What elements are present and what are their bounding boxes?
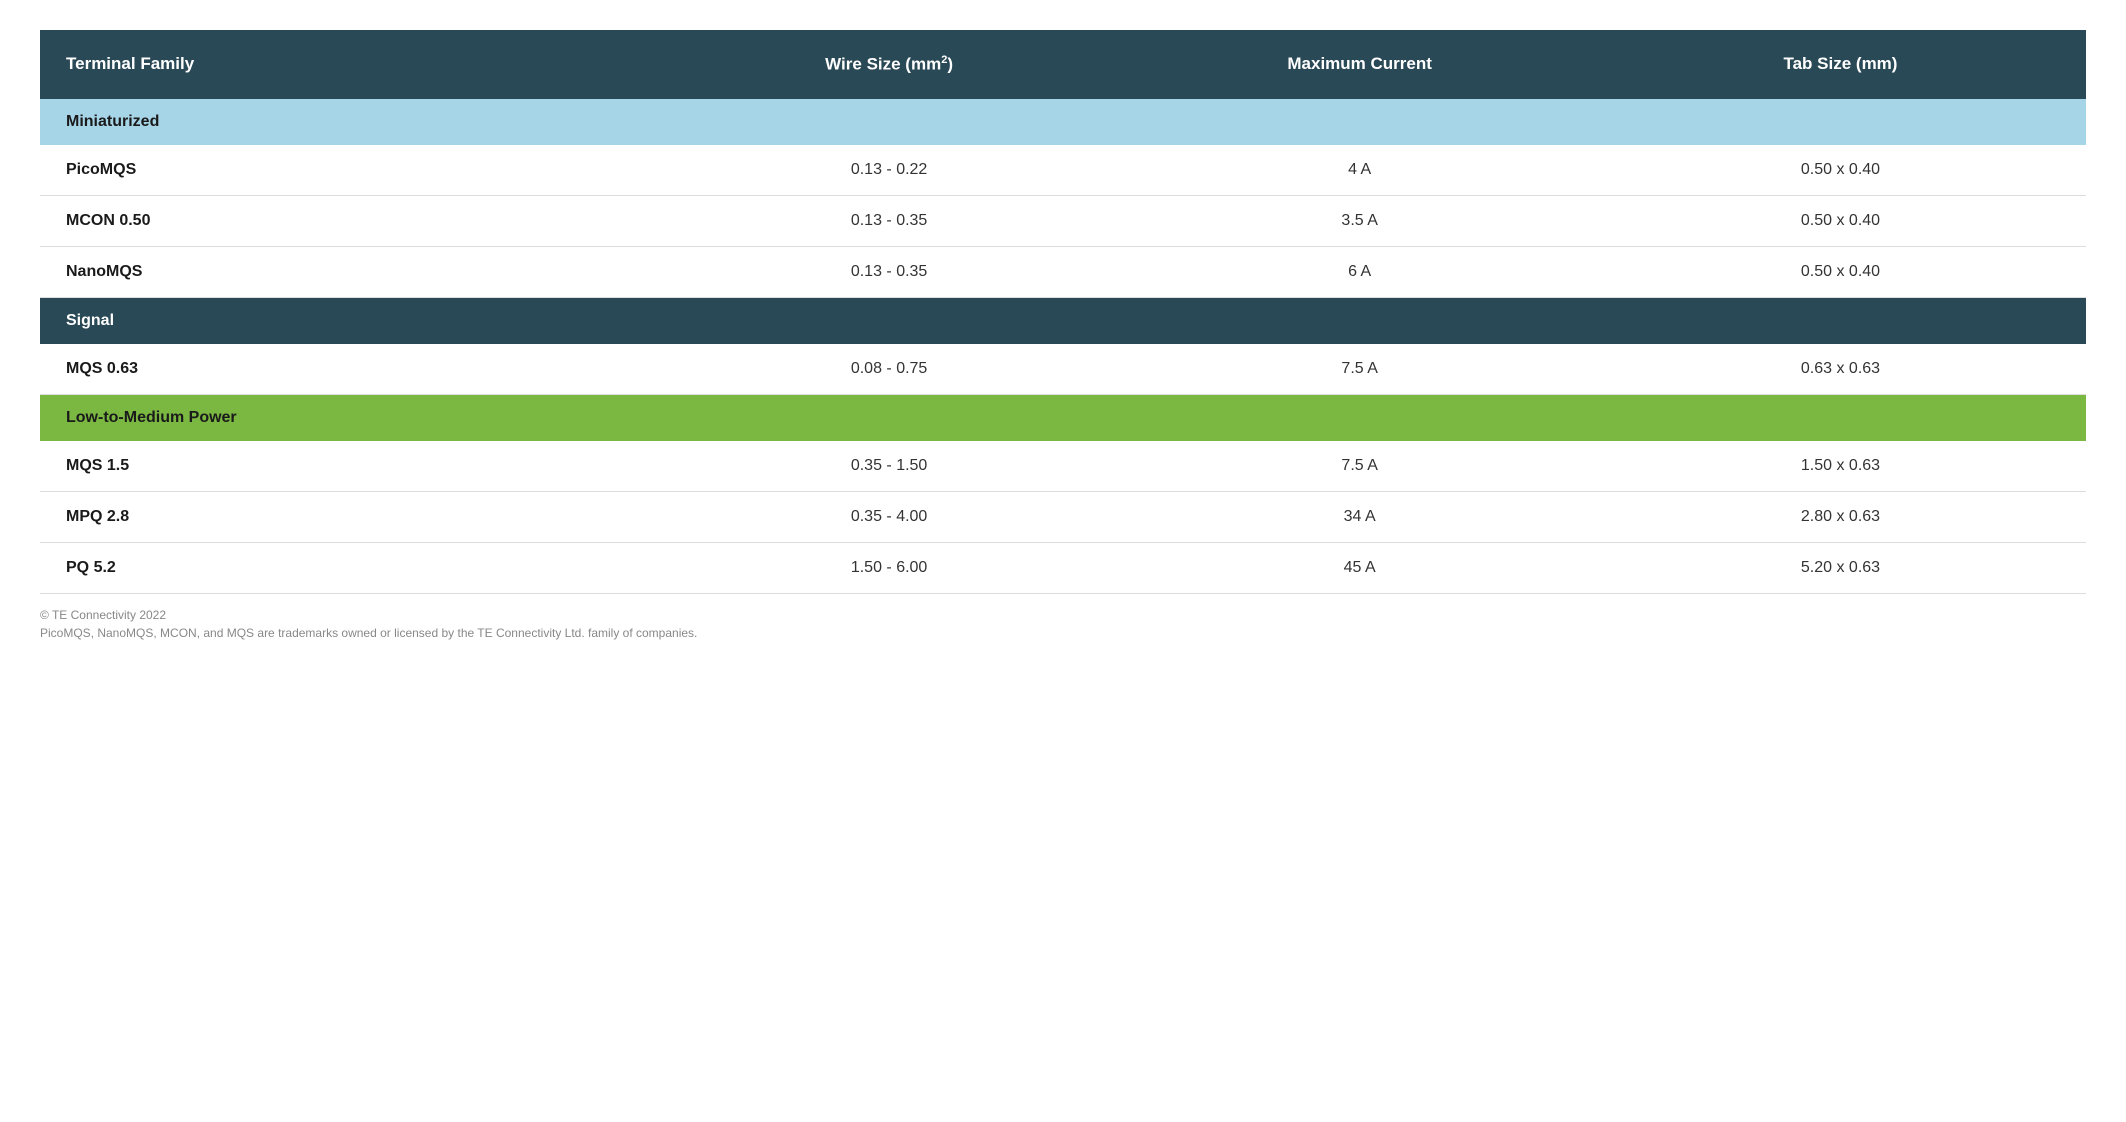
section-row: Miniaturized: [40, 99, 2086, 145]
cell-tab-size: 0.50 x 0.40: [1595, 145, 2086, 196]
cell-tab-size: 5.20 x 0.63: [1595, 542, 2086, 593]
cell-terminal-family: MCON 0.50: [40, 195, 654, 246]
table-body: MiniaturizedPicoMQS0.13 - 0.224 A0.50 x …: [40, 99, 2086, 594]
table-row: PicoMQS0.13 - 0.224 A0.50 x 0.40: [40, 145, 2086, 196]
cell-terminal-family: PicoMQS: [40, 145, 654, 196]
cell-max-current: 34 A: [1124, 491, 1595, 542]
table-row: MQS 1.50.35 - 1.507.5 A1.50 x 0.63: [40, 441, 2086, 492]
cell-wire-size: 1.50 - 6.00: [654, 542, 1125, 593]
table-row: MCON 0.500.13 - 0.353.5 A0.50 x 0.40: [40, 195, 2086, 246]
cell-terminal-family: NanoMQS: [40, 246, 654, 297]
cell-terminal-family: MPQ 2.8: [40, 491, 654, 542]
cell-max-current: 45 A: [1124, 542, 1595, 593]
cell-terminal-family: MQS 0.63: [40, 344, 654, 395]
footer-notes: © TE Connectivity 2022 PicoMQS, NanoMQS,…: [40, 606, 2086, 642]
table-header: Terminal Family Wire Size (mm2) Maximum …: [40, 30, 2086, 99]
cell-max-current: 4 A: [1124, 145, 1595, 196]
table-row: MPQ 2.80.35 - 4.0034 A2.80 x 0.63: [40, 491, 2086, 542]
column-header-max-current: Maximum Current: [1124, 30, 1595, 99]
table-row: NanoMQS0.13 - 0.356 A0.50 x 0.40: [40, 246, 2086, 297]
column-header-wire-size: Wire Size (mm2): [654, 30, 1125, 99]
footer-copyright: © TE Connectivity 2022: [40, 606, 2086, 624]
section-row: Low-to-Medium Power: [40, 394, 2086, 441]
cell-max-current: 6 A: [1124, 246, 1595, 297]
cell-tab-size: 1.50 x 0.63: [1595, 441, 2086, 492]
cell-wire-size: 0.13 - 0.35: [654, 246, 1125, 297]
footer-trademark: PicoMQS, NanoMQS, MCON, and MQS are trad…: [40, 624, 2086, 642]
cell-tab-size: 0.50 x 0.40: [1595, 246, 2086, 297]
cell-tab-size: 2.80 x 0.63: [1595, 491, 2086, 542]
section-title: Signal: [40, 297, 2086, 344]
column-header-terminal-family: Terminal Family: [40, 30, 654, 99]
cell-terminal-family: PQ 5.2: [40, 542, 654, 593]
table-row: PQ 5.21.50 - 6.0045 A5.20 x 0.63: [40, 542, 2086, 593]
cell-tab-size: 0.63 x 0.63: [1595, 344, 2086, 395]
cell-wire-size: 0.35 - 1.50: [654, 441, 1125, 492]
cell-max-current: 3.5 A: [1124, 195, 1595, 246]
table-row: MQS 0.630.08 - 0.757.5 A0.63 x 0.63: [40, 344, 2086, 395]
section-title: Low-to-Medium Power: [40, 394, 2086, 441]
column-header-tab-size: Tab Size (mm): [1595, 30, 2086, 99]
cell-wire-size: 0.13 - 0.22: [654, 145, 1125, 196]
terminal-table: Terminal Family Wire Size (mm2) Maximum …: [40, 30, 2086, 594]
terminal-table-container: Terminal Family Wire Size (mm2) Maximum …: [40, 30, 2086, 594]
cell-max-current: 7.5 A: [1124, 344, 1595, 395]
cell-wire-size: 0.35 - 4.00: [654, 491, 1125, 542]
cell-tab-size: 0.50 x 0.40: [1595, 195, 2086, 246]
cell-terminal-family: MQS 1.5: [40, 441, 654, 492]
section-title: Miniaturized: [40, 99, 2086, 145]
cell-max-current: 7.5 A: [1124, 441, 1595, 492]
section-row: Signal: [40, 297, 2086, 344]
cell-wire-size: 0.13 - 0.35: [654, 195, 1125, 246]
cell-wire-size: 0.08 - 0.75: [654, 344, 1125, 395]
